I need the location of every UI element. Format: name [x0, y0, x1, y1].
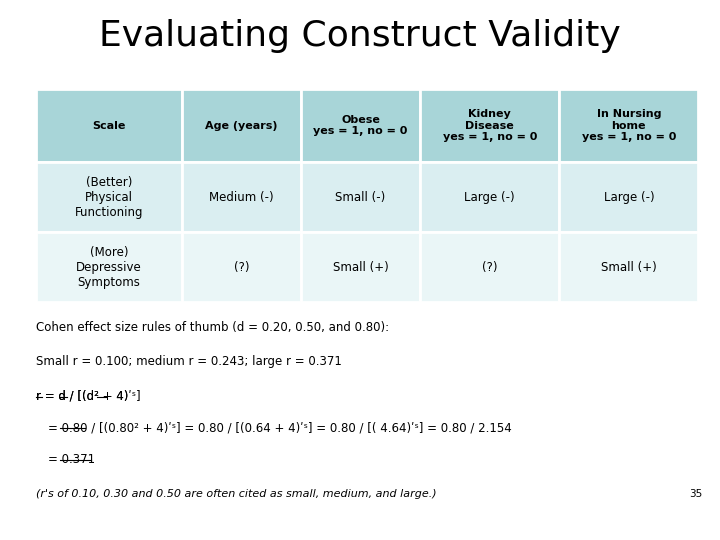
Text: (?): (?) [233, 261, 249, 274]
Text: Small (+): Small (+) [333, 261, 389, 274]
Text: (More)
Depressive
Symptoms: (More) Depressive Symptoms [76, 246, 142, 289]
Text: Large (-): Large (-) [464, 191, 515, 204]
Text: Age (years): Age (years) [205, 120, 278, 131]
Text: r = d / [(d² + 4)ʹˢ]: r = d / [(d² + 4)ʹˢ] [36, 390, 140, 403]
Text: (r's of 0.10, 0.30 and 0.50 are often cited as small, medium, and large.): (r's of 0.10, 0.30 and 0.50 are often ci… [36, 489, 436, 500]
Text: Obese
yes = 1, no = 0: Obese yes = 1, no = 0 [313, 115, 408, 137]
Text: Kidney
Disease
yes = 1, no = 0: Kidney Disease yes = 1, no = 0 [443, 109, 537, 142]
Text: = 0.371: = 0.371 [48, 453, 95, 465]
Text: Evaluating Construct Validity: Evaluating Construct Validity [99, 19, 621, 53]
Text: Small r = 0.100; medium r = 0.243; large r = 0.371: Small r = 0.100; medium r = 0.243; large… [36, 355, 342, 368]
Text: r = d / [(d² + 4): r = d / [(d² + 4) [36, 390, 128, 403]
Text: Medium (-): Medium (-) [209, 191, 274, 204]
Text: (?): (?) [482, 261, 498, 274]
Text: Scale: Scale [92, 120, 125, 131]
Text: = 0.80 / [(0.80² + 4)ʹˢ] = 0.80 / [(0.64 + 4)ʹˢ] = 0.80 / [( 4.64)ʹˢ] = 0.80 / 2: = 0.80 / [(0.80² + 4)ʹˢ] = 0.80 / [(0.64… [48, 421, 512, 434]
Text: Small (+): Small (+) [601, 261, 657, 274]
Text: 35: 35 [689, 489, 702, 500]
Text: In Nursing
home
yes = 1, no = 0: In Nursing home yes = 1, no = 0 [582, 109, 676, 142]
Text: Cohen effect size rules of thumb (d = 0.20, 0.50, and 0.80):: Cohen effect size rules of thumb (d = 0.… [36, 321, 389, 334]
Text: Large (-): Large (-) [603, 191, 654, 204]
Text: (Better)
Physical
Functioning: (Better) Physical Functioning [75, 176, 143, 219]
Text: Small (-): Small (-) [336, 191, 386, 204]
